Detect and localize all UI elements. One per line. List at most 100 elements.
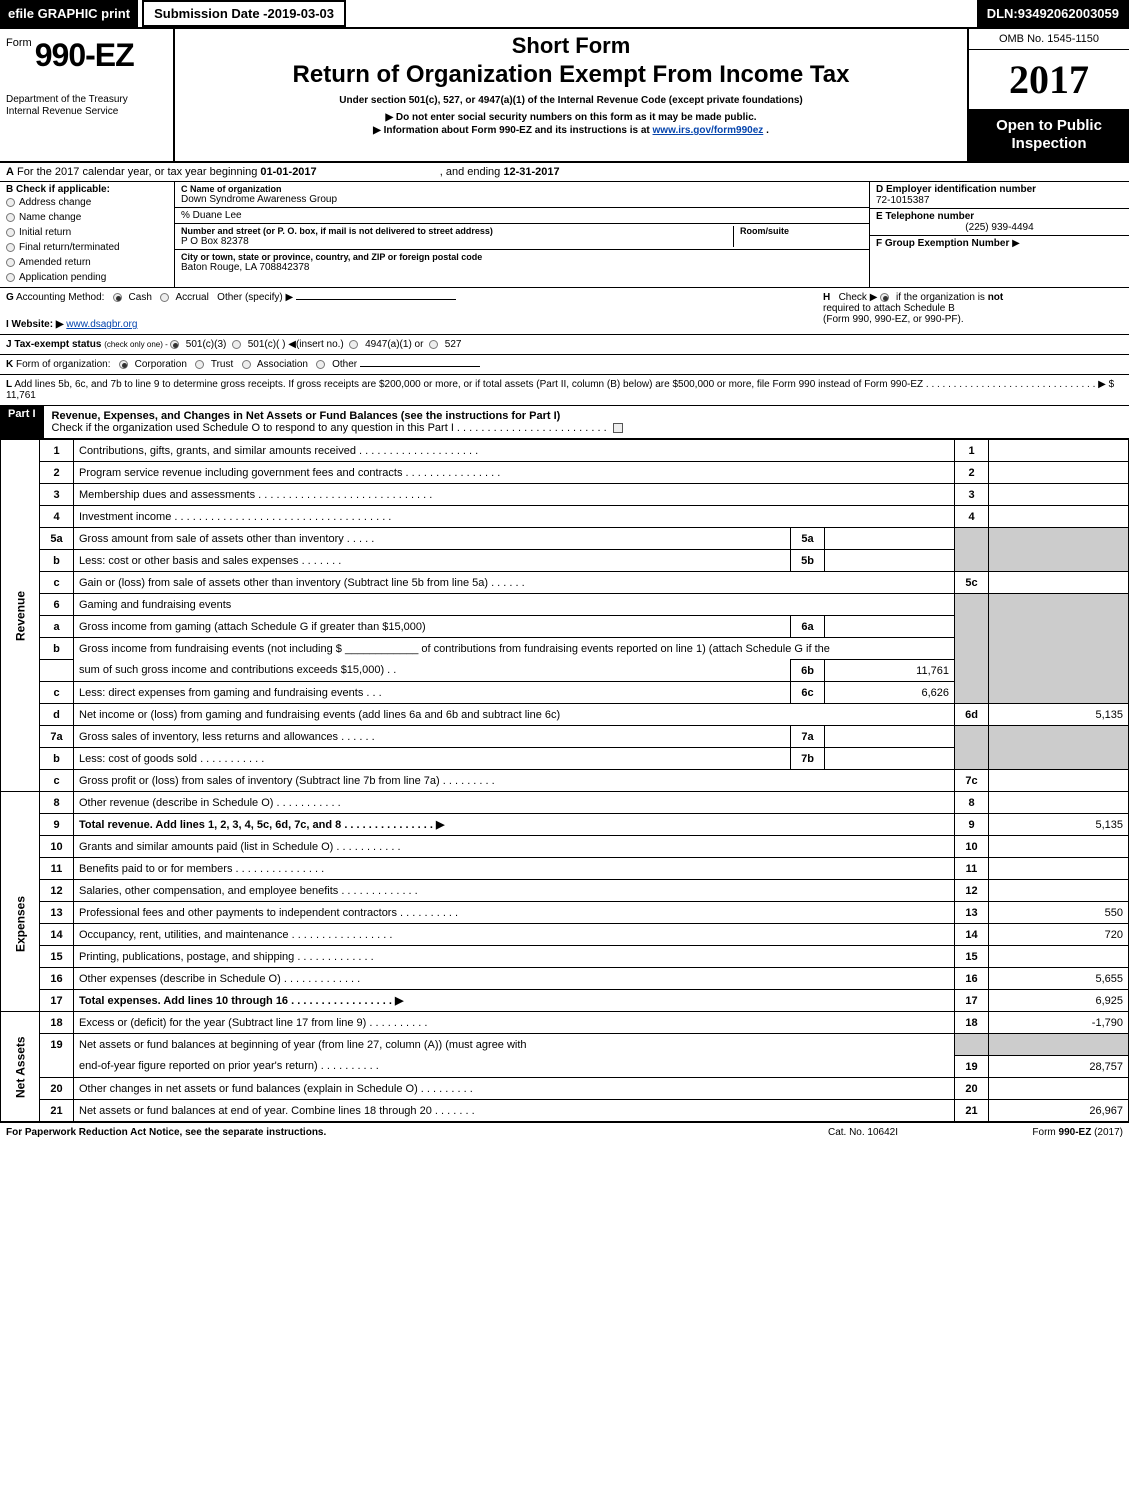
k-corp-radio[interactable] — [119, 360, 128, 369]
k-assoc-radio[interactable] — [242, 360, 251, 369]
ln14-numcell: 14 — [955, 924, 989, 946]
ln15-numcell: 15 — [955, 946, 989, 968]
j-501c3-radio[interactable] — [170, 340, 179, 349]
dln-value: 93492062003059 — [1018, 6, 1119, 21]
check-label-4: Amended return — [19, 257, 91, 268]
ln6-desc: Gaming and fundraising events — [74, 594, 955, 616]
part1-schedule-o-checkbox[interactable] — [613, 423, 623, 433]
ln8-numcell: 8 — [955, 792, 989, 814]
row-3: 3 Membership dues and assessments . . . … — [1, 484, 1129, 506]
h-checkbox[interactable] — [880, 293, 889, 302]
check-label-0: Address change — [19, 197, 91, 208]
row-12: 12 Salaries, other compensation, and emp… — [1, 880, 1129, 902]
radio-accrual[interactable] — [160, 293, 169, 302]
ln20-num: 20 — [40, 1078, 74, 1100]
d-label: D Employer identification number — [876, 184, 1036, 195]
check-initial-return[interactable]: Initial return — [6, 225, 168, 240]
j-501c-radio[interactable] — [232, 340, 241, 349]
k-trust: Trust — [211, 359, 233, 370]
ln6-num: 6 — [40, 594, 74, 616]
h-text4: (Form 990, 990-EZ, or 990-PF). — [823, 314, 964, 325]
dln-box: DLN: 93492062003059 — [977, 0, 1129, 27]
website-link[interactable]: www.dsagbr.org — [66, 319, 137, 330]
line-a: A For the 2017 calendar year, or tax yea… — [0, 163, 1129, 182]
check-amended-return[interactable]: Amended return — [6, 255, 168, 270]
title-cell: Short Form Return of Organization Exempt… — [175, 29, 969, 161]
ln11-numcell: 11 — [955, 858, 989, 880]
ln8-desc: Other revenue (describe in Schedule O) .… — [74, 792, 955, 814]
ln2-num: 2 — [40, 462, 74, 484]
ln9-desc-b: Total revenue. Add lines 1, 2, 3, 4, 5c,… — [79, 819, 444, 831]
ln5a-desc: Gross amount from sale of assets other t… — [74, 528, 791, 550]
k-other-radio[interactable] — [316, 360, 325, 369]
g-h-row: G Accounting Method: Cash Accrual Other … — [0, 288, 1129, 335]
submission-label: Submission Date - — [154, 6, 267, 21]
row-7c: c Gross profit or (loss) from sales of i… — [1, 770, 1129, 792]
radio-cash[interactable] — [113, 293, 122, 302]
k-trust-radio[interactable] — [195, 360, 204, 369]
ln4-desc: Investment income . . . . . . . . . . . … — [74, 506, 955, 528]
dept-irs: Internal Revenue Service — [6, 106, 167, 118]
street-box: Number and street (or P. O. box, if mail… — [175, 224, 869, 250]
part1-header: Part I — [0, 406, 44, 438]
g-text: Accounting Method: — [16, 292, 104, 303]
street-label: Number and street (or P. O. box, if mail… — [181, 226, 733, 236]
open-line2: Inspection — [973, 135, 1125, 153]
row-20: 20 Other changes in net assets or fund b… — [1, 1078, 1129, 1100]
room-label: Room/suite — [740, 226, 863, 236]
b-check-column: B Check if applicable: Address change Na… — [0, 182, 175, 287]
instr-link-line: ▶ Information about Form 990-EZ and its … — [185, 125, 957, 136]
ln6c-midval: 6,626 — [825, 682, 955, 704]
ln6b2-mid: 6b — [791, 660, 825, 682]
ln17-val: 6,925 — [989, 990, 1129, 1012]
ln14-val: 720 — [989, 924, 1129, 946]
ln18-val: -1,790 — [989, 1012, 1129, 1034]
d-ein-box: D Employer identification number 72-1015… — [870, 182, 1129, 209]
j-527-radio[interactable] — [429, 340, 438, 349]
k-corp: Corporation — [135, 359, 187, 370]
ln3-val — [989, 484, 1129, 506]
ln5ab-shade1 — [955, 528, 989, 572]
e-label: E Telephone number — [876, 211, 974, 222]
ln18-num: 18 — [40, 1012, 74, 1034]
form-prefix: Form — [6, 37, 32, 49]
year-cell: OMB No. 1545-1150 2017 Open to Public In… — [969, 29, 1129, 161]
g-other-input[interactable] — [296, 299, 456, 300]
ln6d-numcell: 6d — [955, 704, 989, 726]
ln5c-num: c — [40, 572, 74, 594]
k-other: Other — [332, 359, 357, 370]
top-bar: efile GRAPHIC print Submission Date - 20… — [0, 0, 1129, 29]
label-l: L — [6, 379, 12, 390]
j-4947-radio[interactable] — [349, 340, 358, 349]
check-label-1: Name change — [19, 212, 81, 223]
c-name-box: C Name of organization Down Syndrome Awa… — [175, 182, 869, 208]
ln1-num: 1 — [40, 440, 74, 462]
d-value: 72-1015387 — [876, 195, 1123, 206]
expenses-sidelabel: Expenses — [1, 836, 40, 1012]
ln6d-desc: Net income or (loss) from gaming and fun… — [74, 704, 955, 726]
check-application-pending[interactable]: Application pending — [6, 270, 168, 285]
check-name-change[interactable]: Name change — [6, 210, 168, 225]
footer-form-num: 990-EZ — [1059, 1127, 1092, 1138]
ln11-desc: Benefits paid to or for members . . . . … — [74, 858, 955, 880]
row-11: 11 Benefits paid to or for members . . .… — [1, 858, 1129, 880]
k-other-input[interactable] — [360, 366, 480, 367]
efile-print-button[interactable]: efile GRAPHIC print — [0, 0, 138, 27]
main-title: Return of Organization Exempt From Incom… — [185, 61, 957, 89]
check-address-change[interactable]: Address change — [6, 195, 168, 210]
h-check: H Check ▶ if the organization is not req… — [823, 292, 1123, 330]
ln6a-desc: Gross income from gaming (attach Schedul… — [74, 616, 791, 638]
a-end: 12-31-2017 — [503, 166, 559, 178]
ln10-numcell: 10 — [955, 836, 989, 858]
j-opt1: 501(c)(3) — [186, 339, 227, 350]
ln6a-num: a — [40, 616, 74, 638]
netassets-sidelabel: Net Assets — [1, 1012, 40, 1122]
irs-link[interactable]: www.irs.gov/form990ez — [653, 125, 764, 136]
main-form-table: Revenue 1 Contributions, gifts, grants, … — [0, 439, 1129, 1122]
ln13-val: 550 — [989, 902, 1129, 924]
check-final-return[interactable]: Final return/terminated — [6, 240, 168, 255]
ln7c-desc: Gross profit or (loss) from sales of inv… — [74, 770, 955, 792]
rev-side-cont — [1, 792, 40, 814]
org-right-column: D Employer identification number 72-1015… — [869, 182, 1129, 287]
ln18-desc: Excess or (deficit) for the year (Subtra… — [74, 1012, 955, 1034]
